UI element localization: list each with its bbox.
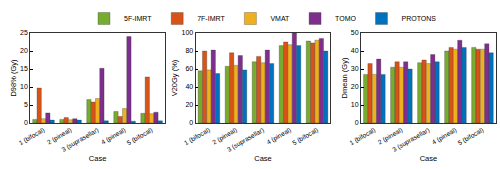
- svg-text:10: 10: [351, 101, 359, 108]
- svg-text:50: 50: [351, 29, 359, 36]
- svg-text:2 (pineal): 2 (pineal): [211, 126, 238, 146]
- svg-text:1 (bifocal): 1 (bifocal): [183, 126, 212, 147]
- svg-text:0: 0: [24, 119, 28, 126]
- svg-text:25: 25: [20, 29, 28, 36]
- svg-text:3 (suprasellar): 3 (suprasellar): [60, 126, 100, 154]
- svg-text:60: 60: [185, 65, 193, 72]
- svg-text:3 (suprasellar): 3 (suprasellar): [226, 126, 266, 154]
- svg-text:7F-IMRT: 7F-IMRT: [197, 15, 225, 22]
- svg-text:5F-IMRT: 5F-IMRT: [124, 15, 152, 22]
- svg-text:20: 20: [185, 101, 193, 108]
- svg-text:100: 100: [182, 29, 194, 36]
- svg-text:15: 15: [20, 65, 28, 72]
- svg-text:5 (bifocal): 5 (bifocal): [291, 126, 320, 147]
- svg-text:4 (pineal): 4 (pineal): [100, 126, 127, 146]
- svg-text:Dmean (Gy): Dmean (Gy): [340, 57, 349, 98]
- svg-text:5 (bifocal): 5 (bifocal): [456, 126, 485, 147]
- svg-text:0: 0: [189, 119, 193, 126]
- svg-text:4 (pineal): 4 (pineal): [431, 126, 458, 146]
- svg-text:0: 0: [355, 119, 359, 126]
- svg-text:5 (bifocal): 5 (bifocal): [126, 126, 155, 147]
- svg-text:40: 40: [185, 83, 193, 90]
- svg-text:40: 40: [351, 47, 359, 54]
- svg-text:30: 30: [351, 65, 359, 72]
- svg-text:PROTONS: PROTONS: [401, 15, 436, 22]
- svg-text:20: 20: [351, 83, 359, 90]
- svg-text:Case: Case: [420, 154, 438, 163]
- svg-text:2 (pineal): 2 (pineal): [377, 126, 404, 146]
- svg-text:20: 20: [20, 47, 28, 54]
- svg-text:4 (pineal): 4 (pineal): [265, 126, 292, 146]
- svg-text:D98% (Gy): D98% (Gy): [9, 59, 18, 97]
- svg-text:10: 10: [20, 83, 28, 90]
- svg-text:Case: Case: [254, 154, 272, 163]
- svg-text:Case: Case: [89, 154, 107, 163]
- svg-text:5: 5: [24, 101, 28, 108]
- svg-text:V20Gy (%): V20Gy (%): [170, 59, 179, 96]
- svg-text:TOMO: TOMO: [335, 15, 356, 22]
- svg-text:VMAT: VMAT: [270, 15, 290, 22]
- svg-text:2 (pineal): 2 (pineal): [46, 126, 73, 146]
- svg-text:3 (suprasellar): 3 (suprasellar): [391, 126, 431, 154]
- svg-text:1 (bifocal): 1 (bifocal): [17, 126, 46, 147]
- svg-text:80: 80: [185, 47, 193, 54]
- svg-text:1 (bifocal): 1 (bifocal): [348, 126, 377, 147]
